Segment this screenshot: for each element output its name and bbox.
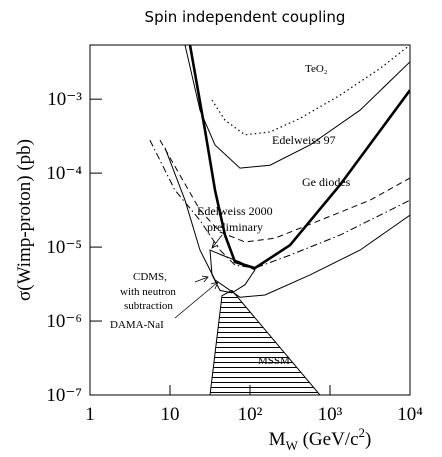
x-title-part: 2 (359, 425, 366, 440)
x-tick-label: 10⁴ (397, 404, 423, 425)
curve (164, 147, 410, 298)
annotation: Edelweiss 97 (272, 133, 336, 147)
arrows (174, 234, 223, 319)
curve (209, 289, 321, 395)
annotation: preliminary (207, 220, 263, 234)
x-tick-label: 1 (85, 404, 95, 425)
annotation: MSSM (258, 355, 290, 367)
y-tick-label: 10⁻⁵ (46, 237, 82, 258)
x-tick-label: 10 (161, 404, 180, 425)
curve (159, 139, 410, 243)
curve (188, 45, 410, 270)
x-title-part: M (269, 429, 286, 450)
annotation: DAMA-NaI (110, 319, 164, 331)
x-title-part: (GeV/c (298, 429, 359, 450)
x-title-part: W (286, 438, 299, 453)
annotation: subtraction (124, 300, 173, 312)
curve (149, 139, 410, 269)
y-tick-label: 10⁻⁴ (46, 163, 82, 184)
annotation: Edelweiss 2000 (197, 204, 273, 218)
y-axis-title: σ(Wimp-proton) (pb) (14, 139, 35, 301)
annotation: with neutron (120, 286, 176, 298)
curve (211, 45, 410, 136)
y-tick-label: 10⁻⁶ (46, 311, 82, 332)
y-tick-label: 10⁻⁷ (46, 385, 82, 406)
x-title-part: ) (365, 429, 371, 450)
annotation: TeO₂ (305, 63, 328, 75)
curve (184, 45, 410, 169)
annotation: CDMS, (133, 271, 167, 283)
y-tick-label: 10⁻³ (47, 89, 82, 110)
annotation: Ge diodes (302, 175, 351, 189)
x-axis-title: MW (GeV/c2) (269, 425, 372, 453)
x-tick-label: 10³ (318, 404, 343, 425)
curve (209, 249, 256, 294)
chart-title: Spin independent coupling (145, 8, 346, 26)
x-tick-label: 10² (238, 404, 263, 425)
